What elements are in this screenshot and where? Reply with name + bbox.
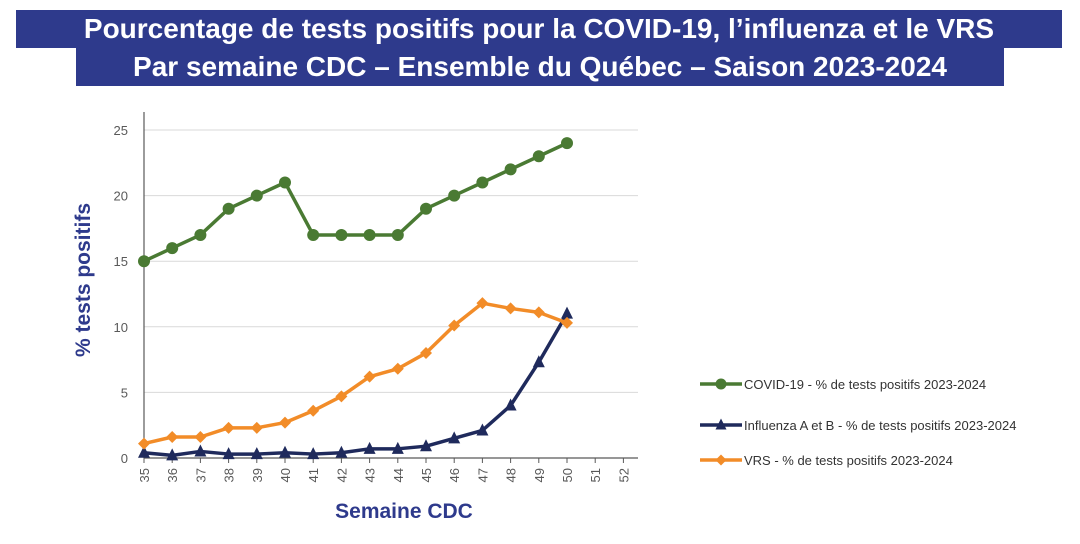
point-rsv-48: [504, 302, 517, 315]
point-rsv-47: [476, 297, 489, 310]
point-covid-35: [138, 255, 150, 268]
point-rsv-45: [420, 347, 432, 360]
point-covid-42: [335, 228, 348, 241]
legend-label-flu: Influenza A et B - % de tests positifs 2…: [744, 418, 1016, 433]
point-rsv-46: [448, 319, 461, 332]
point-flu-35: [138, 445, 150, 458]
legend: COVID-19 - % de tests positifs 2023-2024…: [700, 377, 1016, 468]
point-covid-39: [250, 189, 263, 202]
x-tick-label-40: 40: [278, 468, 293, 482]
point-flu-38: [222, 447, 235, 460]
legend-marker-flu: [715, 418, 727, 430]
point-rsv-39: [250, 421, 263, 434]
point-rsv-49: [532, 306, 545, 319]
point-flu-41: [307, 447, 320, 460]
x-tick-label-36: 36: [165, 468, 180, 482]
y-tick-label-20: 20: [114, 189, 128, 204]
x-tick-label-50: 50: [560, 468, 575, 482]
point-covid-44: [391, 228, 404, 241]
x-tick-label-37: 37: [193, 468, 208, 482]
axes: 0 5 10 15 20 25 35 36 37 38 39 40 41 42 43 44 45 46 47 48 49…: [114, 112, 638, 482]
legend-marker-rsv: [715, 454, 727, 466]
x-tick-label-41: 41: [306, 468, 321, 482]
point-covid-41: [307, 228, 320, 241]
chart-title-line-2: Par semaine CDC – Ensemble du Québec – S…: [76, 48, 1004, 86]
x-tick-label-35: 35: [137, 468, 152, 482]
x-tick-label-45: 45: [419, 468, 434, 482]
point-flu-50: [561, 306, 573, 319]
point-flu-47: [476, 423, 489, 436]
point-covid-38: [222, 202, 235, 215]
point-flu-37: [194, 444, 207, 457]
point-flu-40: [279, 445, 291, 458]
point-covid-45: [420, 202, 432, 215]
x-tick-label-42: 42: [334, 468, 349, 482]
point-flu-49: [532, 355, 545, 368]
y-tick-label-5: 5: [121, 385, 128, 400]
point-covid-48: [504, 163, 517, 176]
point-rsv-35: [138, 437, 150, 450]
point-flu-45: [420, 439, 432, 452]
x-tick-label-46: 46: [447, 468, 462, 482]
x-tick-label-44: 44: [391, 468, 406, 482]
point-flu-44: [391, 441, 404, 454]
x-tick-label-49: 49: [532, 468, 547, 482]
chart-title-line-1: Pourcentage de tests positifs pour la CO…: [16, 10, 1062, 48]
point-rsv-44: [391, 362, 404, 375]
x-tick-label-51: 51: [588, 468, 603, 482]
legend-marker-covid: [715, 378, 727, 390]
y-axis-title: % tests positifs: [72, 203, 95, 357]
x-tick-label-39: 39: [250, 468, 265, 482]
point-rsv-37: [194, 431, 207, 444]
y-tick-label-10: 10: [114, 320, 128, 335]
y-tick-label-25: 25: [114, 123, 128, 138]
series-line-covid: [143, 141, 568, 263]
gridlines: [144, 129, 638, 393]
point-rsv-41: [307, 404, 320, 417]
point-covid-43: [363, 228, 376, 241]
x-tick-label-48: 48: [504, 468, 519, 482]
point-covid-40: [279, 176, 291, 189]
point-rsv-36: [166, 431, 179, 444]
point-flu-39: [250, 447, 263, 460]
point-rsv-40: [279, 416, 291, 429]
x-tick-label-47: 47: [475, 468, 490, 482]
point-covid-37: [194, 228, 207, 241]
point-covid-50: [561, 137, 573, 150]
series-rsv: [138, 297, 573, 450]
point-flu-43: [363, 441, 376, 454]
point-rsv-43: [363, 370, 376, 383]
x-tick-label-52: 52: [616, 468, 631, 482]
x-axis-title: Semaine CDC: [335, 500, 473, 523]
x-tick-label-43: 43: [363, 468, 378, 482]
series-line-flu: [143, 312, 569, 458]
series-line-rsv: [143, 301, 568, 446]
legend-label-covid: COVID-19 - % de tests positifs 2023-2024: [744, 377, 986, 392]
point-rsv-38: [222, 421, 235, 434]
point-covid-49: [532, 150, 545, 163]
y-tick-label-15: 15: [114, 254, 128, 269]
series: [138, 137, 573, 461]
point-covid-47: [476, 176, 489, 189]
point-rsv-42: [335, 390, 348, 403]
point-flu-42: [335, 445, 348, 458]
y-tick-label-0: 0: [121, 451, 128, 466]
point-rsv-50: [561, 316, 573, 329]
legend-label-rsv: VRS - % de tests positifs 2023-2024: [744, 453, 953, 468]
point-flu-36: [166, 448, 179, 461]
point-covid-46: [448, 189, 461, 202]
point-covid-36: [166, 242, 179, 255]
x-tick-label-38: 38: [222, 468, 237, 482]
series-covid: [138, 137, 573, 268]
point-flu-46: [448, 431, 461, 444]
series-flu: [138, 306, 573, 461]
point-flu-48: [504, 398, 517, 411]
